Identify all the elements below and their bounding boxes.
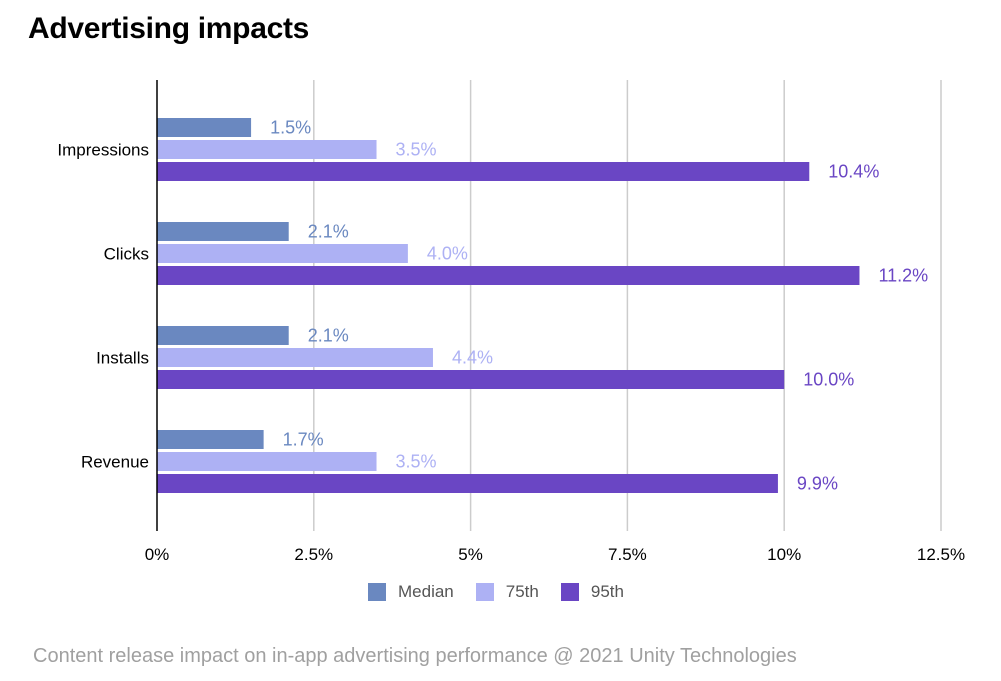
data-label: 3.5% — [396, 452, 437, 472]
data-label: 10.4% — [828, 162, 879, 182]
footer-caption: Content release impact on in-app adverti… — [33, 645, 797, 667]
x-tick-label: 12.5% — [917, 545, 965, 564]
legend-label-median: Median — [398, 582, 454, 601]
x-tick-label: 5% — [458, 545, 483, 564]
bar — [157, 222, 289, 241]
bar — [157, 326, 289, 345]
bar — [157, 370, 785, 389]
bar — [157, 430, 264, 449]
chart-title: Advertising impacts — [28, 12, 310, 45]
bar — [157, 118, 252, 137]
data-label: 9.9% — [797, 474, 838, 494]
bar — [157, 266, 860, 285]
data-label: 3.5% — [396, 140, 437, 160]
data-label: 11.2% — [878, 266, 928, 286]
data-label: 2.1% — [308, 222, 349, 242]
legend-item-median: Median — [368, 582, 454, 602]
category-label: Revenue — [81, 453, 149, 472]
data-label: 4.0% — [427, 244, 468, 264]
legend-swatch-75th — [475, 583, 494, 601]
bar — [157, 162, 810, 181]
data-label: 10.0% — [803, 370, 854, 390]
data-label: 1.7% — [283, 430, 324, 450]
chart-legend: Median 75th 95th — [368, 582, 646, 602]
legend-swatch-95th — [560, 583, 579, 601]
legend-label-75th: 75th — [505, 582, 539, 601]
data-label: 1.5% — [270, 118, 311, 138]
x-tick-label: 10% — [767, 545, 801, 564]
legend-item-95th: 95th — [560, 582, 624, 602]
category-label: Installs — [96, 349, 149, 368]
bar — [157, 244, 408, 263]
x-tick-label: 7.5% — [608, 545, 647, 564]
category-label: Clicks — [104, 245, 149, 264]
bar — [157, 140, 377, 159]
bar-chart: 0% 2.5% 5% 7.5% 10% 12.5% 1.5% 3.5% 10.4% Impress… — [57, 80, 965, 564]
legend-item-75th: 75th — [475, 582, 539, 602]
data-label: 4.4% — [452, 348, 493, 368]
category-label: Impressions — [57, 141, 149, 160]
bar — [157, 348, 433, 367]
x-tick-label: 0% — [145, 545, 170, 564]
legend-label-95th: 95th — [590, 582, 624, 601]
legend-swatch-median — [368, 583, 386, 601]
bar — [157, 474, 778, 493]
bar — [157, 452, 377, 471]
x-tick-label: 2.5% — [294, 545, 333, 564]
data-label: 2.1% — [308, 326, 349, 346]
